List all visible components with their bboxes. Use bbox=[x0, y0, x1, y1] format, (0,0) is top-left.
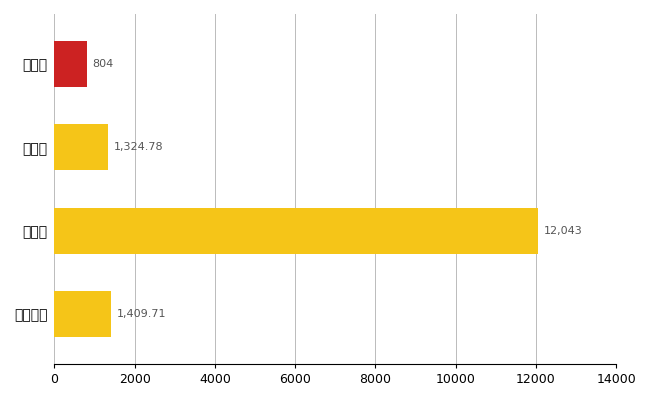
Text: 1,324.78: 1,324.78 bbox=[114, 142, 163, 152]
Text: 12,043: 12,043 bbox=[543, 226, 582, 236]
Bar bbox=[55, 291, 111, 337]
Bar bbox=[55, 124, 107, 170]
Text: 1,409.71: 1,409.71 bbox=[117, 309, 166, 319]
Bar bbox=[55, 41, 86, 87]
Bar bbox=[55, 208, 538, 254]
Text: 804: 804 bbox=[92, 59, 114, 69]
